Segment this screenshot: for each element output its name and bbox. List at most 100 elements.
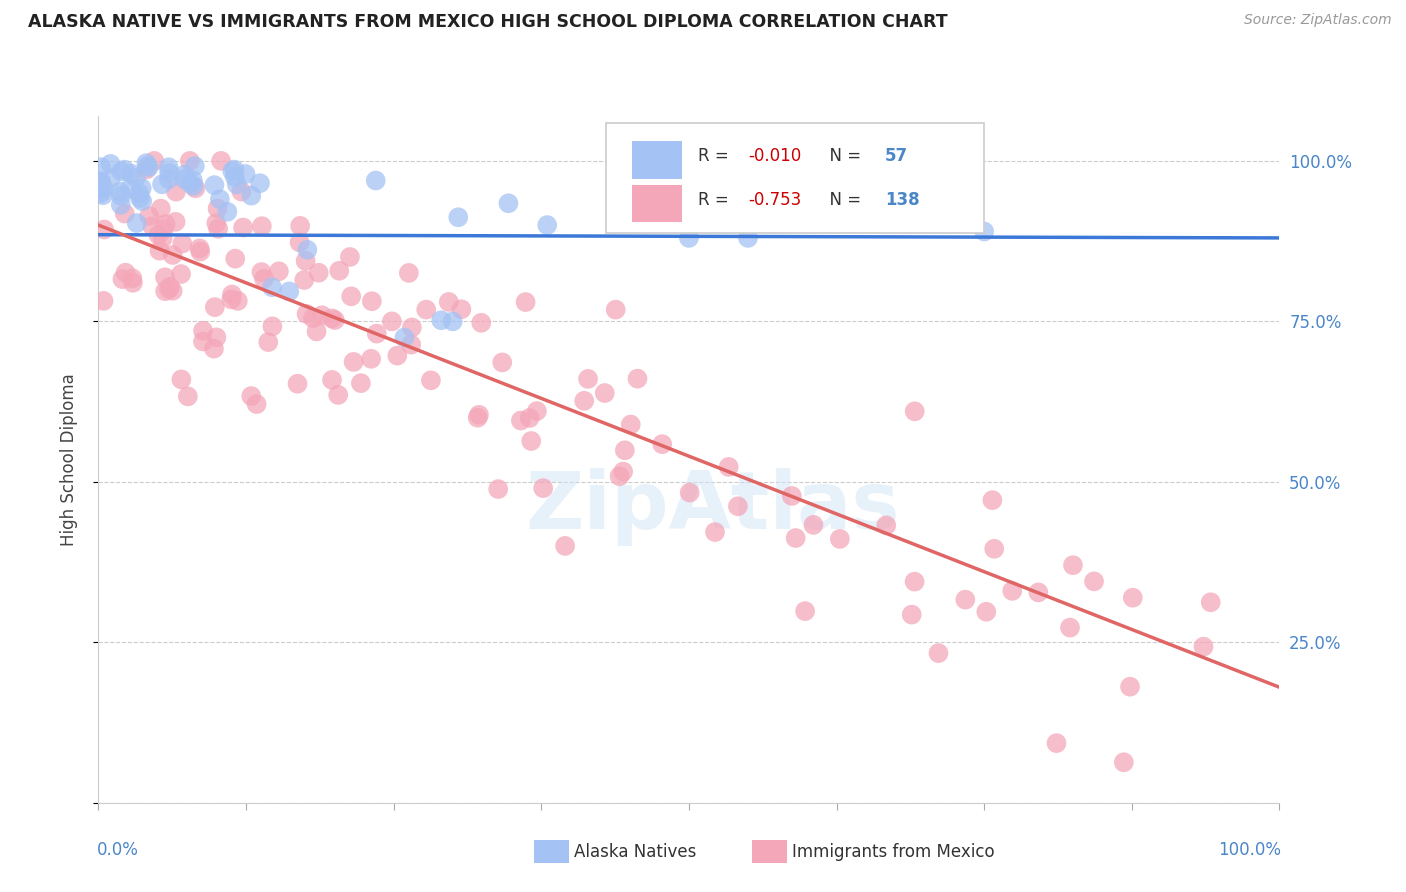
Point bbox=[114, 206, 136, 220]
Point bbox=[90, 186, 112, 201]
Point bbox=[612, 465, 634, 479]
Point bbox=[110, 164, 132, 178]
Point bbox=[260, 280, 283, 294]
Text: ZipAtlas: ZipAtlas bbox=[526, 468, 900, 547]
Point bbox=[208, 192, 231, 206]
Point bbox=[100, 157, 122, 171]
Point bbox=[974, 605, 997, 619]
Text: Immigrants from Mexico: Immigrants from Mexico bbox=[792, 843, 994, 861]
Point bbox=[340, 289, 363, 303]
Point bbox=[138, 209, 160, 223]
Point bbox=[288, 235, 311, 250]
Point bbox=[531, 481, 554, 495]
Point bbox=[150, 178, 173, 192]
Point bbox=[131, 181, 153, 195]
Point bbox=[328, 264, 350, 278]
Point bbox=[1001, 583, 1024, 598]
Point bbox=[955, 592, 977, 607]
Text: 0.0%: 0.0% bbox=[97, 840, 139, 859]
FancyBboxPatch shape bbox=[606, 123, 984, 233]
Point bbox=[136, 159, 159, 173]
Text: N =: N = bbox=[818, 147, 866, 165]
Point bbox=[554, 539, 576, 553]
Point bbox=[679, 485, 702, 500]
Text: 138: 138 bbox=[884, 192, 920, 210]
Point bbox=[509, 413, 531, 427]
Point bbox=[620, 417, 643, 432]
Point bbox=[288, 219, 311, 233]
Point bbox=[93, 181, 115, 195]
Point bbox=[468, 408, 491, 422]
Point bbox=[1045, 736, 1067, 750]
Point bbox=[1119, 680, 1142, 694]
Point bbox=[202, 342, 225, 356]
Point bbox=[224, 252, 246, 266]
Text: N =: N = bbox=[818, 192, 866, 210]
Point bbox=[110, 188, 132, 202]
Point bbox=[302, 311, 325, 326]
Point bbox=[173, 172, 195, 186]
Point bbox=[328, 388, 350, 402]
Point bbox=[415, 302, 437, 317]
Point bbox=[574, 393, 596, 408]
Point bbox=[141, 219, 163, 234]
Point bbox=[225, 178, 247, 192]
Point bbox=[93, 293, 115, 308]
Point bbox=[576, 372, 599, 386]
Point bbox=[224, 169, 246, 184]
Point bbox=[205, 216, 228, 230]
Point bbox=[173, 168, 195, 182]
Point bbox=[231, 185, 253, 199]
Point bbox=[162, 248, 184, 262]
Text: R =: R = bbox=[699, 147, 734, 165]
Point bbox=[267, 264, 290, 278]
Point bbox=[626, 371, 648, 385]
Point bbox=[295, 307, 318, 321]
Point bbox=[430, 313, 453, 327]
Point bbox=[387, 349, 409, 363]
Point bbox=[204, 300, 226, 314]
Point bbox=[794, 604, 817, 618]
Point bbox=[221, 164, 243, 178]
Point bbox=[785, 531, 807, 545]
Point bbox=[224, 162, 246, 177]
Point bbox=[1062, 558, 1084, 573]
Point bbox=[191, 334, 214, 349]
Point bbox=[153, 270, 176, 285]
Point bbox=[143, 153, 166, 168]
Point bbox=[100, 171, 122, 186]
Point bbox=[179, 153, 201, 168]
Point bbox=[364, 173, 387, 187]
Text: ALASKA NATIVE VS IMMIGRANTS FROM MEXICO HIGH SCHOOL DIPLOMA CORRELATION CHART: ALASKA NATIVE VS IMMIGRANTS FROM MEXICO … bbox=[28, 13, 948, 31]
Point bbox=[170, 267, 193, 281]
Point bbox=[350, 376, 373, 391]
Point bbox=[209, 153, 232, 168]
Point bbox=[120, 167, 142, 181]
Point bbox=[128, 186, 150, 201]
Point bbox=[536, 218, 558, 232]
Point bbox=[111, 272, 134, 286]
Point bbox=[803, 517, 825, 532]
Point bbox=[183, 179, 205, 194]
Point bbox=[651, 437, 673, 451]
Point bbox=[717, 459, 740, 474]
Point bbox=[110, 198, 132, 212]
Point bbox=[135, 156, 157, 170]
Point bbox=[398, 266, 420, 280]
Point bbox=[278, 285, 301, 299]
Point bbox=[727, 500, 749, 514]
Point bbox=[118, 182, 141, 196]
Point bbox=[232, 220, 254, 235]
Point bbox=[381, 314, 404, 328]
Point bbox=[108, 185, 131, 199]
Point bbox=[219, 293, 242, 307]
Text: 57: 57 bbox=[884, 147, 908, 165]
Point bbox=[498, 196, 520, 211]
Point bbox=[437, 294, 460, 309]
Point bbox=[308, 266, 330, 280]
Point bbox=[165, 215, 187, 229]
Point bbox=[467, 410, 489, 425]
Point bbox=[121, 271, 143, 285]
Point bbox=[366, 326, 388, 341]
Point bbox=[93, 222, 115, 236]
